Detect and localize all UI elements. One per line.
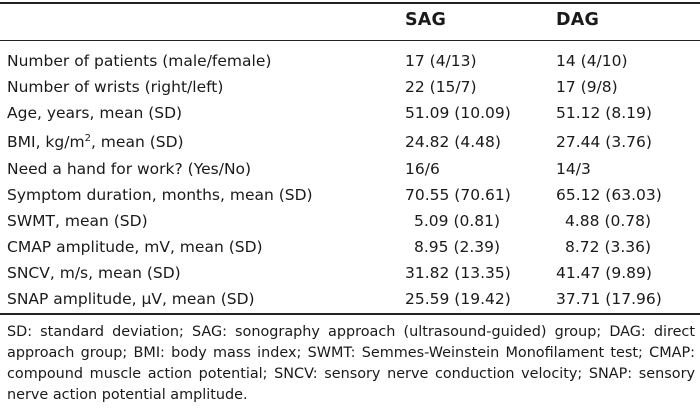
row-label-suffix: , mean (SD) (90, 133, 184, 151)
row-label: BMI, kg/m2, mean (SD) (7, 133, 184, 151)
sag-value: 25.59 (19.42) (405, 290, 511, 308)
dag-value: 41.47 (9.89) (556, 264, 652, 282)
table-row: Number of wrists (right/left) 22 (15/7) … (0, 78, 700, 104)
row-label: Symptom duration, months, mean (SD) (7, 186, 313, 204)
sag-value: 17 (4/13) (405, 52, 477, 70)
column-header-sag: SAG (405, 10, 447, 30)
table-row: SNAP amplitude, μV, mean (SD) 25.59 (19.… (0, 290, 700, 316)
row-label: CMAP amplitude, mV, mean (SD) (7, 238, 263, 256)
dag-value: 8.72 (3.36) (565, 238, 652, 256)
bottom-rule (0, 313, 700, 315)
row-label: SNAP amplitude, μV, mean (SD) (7, 290, 255, 308)
row-label-text: BMI, kg/m (7, 133, 85, 151)
sag-value: 5.09 (0.81) (414, 212, 501, 230)
dag-value: 65.12 (63.03) (556, 186, 662, 204)
column-header-dag: DAG (556, 10, 600, 30)
sag-value: 22 (15/7) (405, 78, 477, 96)
sag-value: 24.82 (4.48) (405, 133, 501, 151)
table-row: Symptom duration, months, mean (SD) 70.5… (0, 186, 700, 212)
table-footnote: SD: standard deviation; SAG: sonography … (7, 324, 695, 403)
dag-value: 37.71 (17.96) (556, 290, 662, 308)
dag-value: 27.44 (3.76) (556, 133, 652, 151)
sag-value: 16/6 (405, 160, 440, 178)
dag-value: 14 (4/10) (556, 52, 628, 70)
row-label: Number of patients (male/female) (7, 52, 272, 70)
row-label: Number of wrists (right/left) (7, 78, 224, 96)
header-rule (0, 40, 700, 41)
table-row: BMI, kg/m2, mean (SD) 24.82 (4.48) 27.44… (0, 133, 700, 159)
table-row: Age, years, mean (SD) 51.09 (10.09) 51.1… (0, 104, 700, 130)
dag-value: 4.88 (0.78) (565, 212, 652, 230)
table-row: Number of patients (male/female) 17 (4/1… (0, 52, 700, 78)
dag-value: 14/3 (556, 160, 591, 178)
row-label: Age, years, mean (SD) (7, 104, 183, 122)
table-row: CMAP amplitude, mV, mean (SD) 8.95 (2.39… (0, 238, 700, 264)
top-rule (0, 2, 700, 4)
row-label: Need a hand for work? (Yes/No) (7, 160, 252, 178)
dag-value: 51.12 (8.19) (556, 104, 652, 122)
dag-value: 17 (9/8) (556, 78, 618, 96)
table-row: SWMT, mean (SD) 5.09 (0.81) 4.88 (0.78) (0, 212, 700, 238)
table-row: SNCV, m/s, mean (SD) 31.82 (13.35) 41.47… (0, 264, 700, 290)
superscript: 2 (84, 133, 91, 144)
row-label: SNCV, m/s, mean (SD) (7, 264, 181, 282)
sag-value: 51.09 (10.09) (405, 104, 511, 122)
table-row: Need a hand for work? (Yes/No) 16/6 14/3 (0, 160, 700, 186)
row-label: SWMT, mean (SD) (7, 212, 148, 230)
sag-value: 8.95 (2.39) (414, 238, 501, 256)
sag-value: 31.82 (13.35) (405, 264, 511, 282)
sag-value: 70.55 (70.61) (405, 186, 511, 204)
